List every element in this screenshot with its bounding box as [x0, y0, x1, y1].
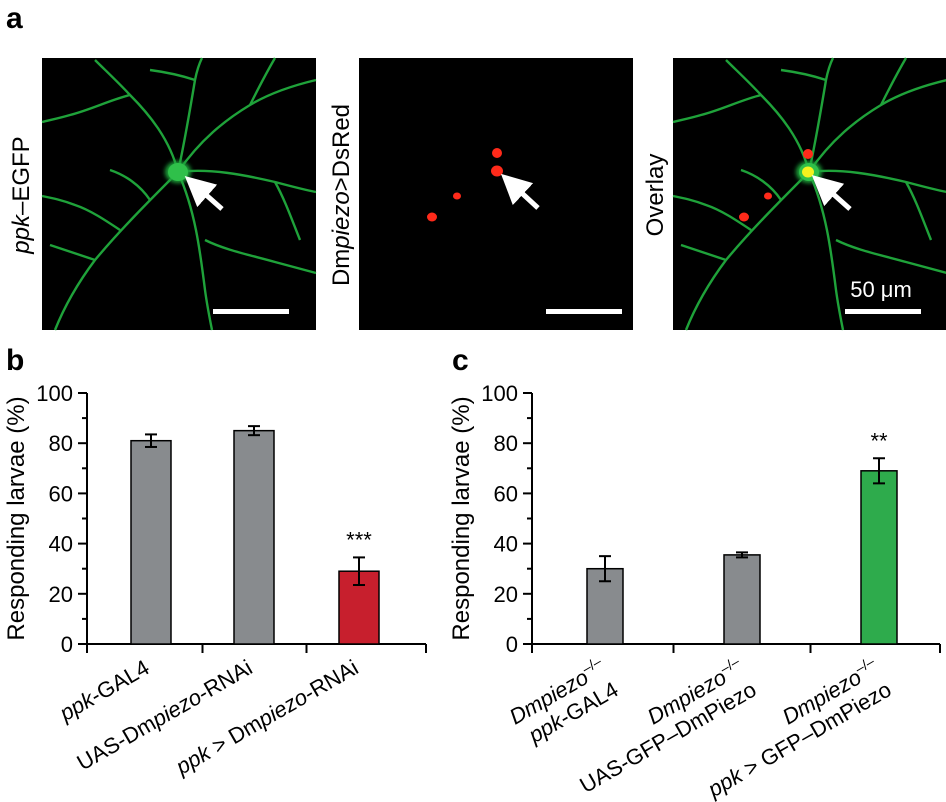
significance-label-2: *** — [346, 527, 372, 552]
y-tick-label: 0 — [61, 632, 73, 657]
bar-1 — [723, 554, 761, 645]
bar-2 — [338, 570, 380, 645]
y-axis-title: Responding larvae (%) — [448, 396, 475, 640]
image-label-2: Dmpiezo>DsRed — [328, 104, 355, 286]
bar-0 — [130, 439, 172, 645]
scale-bar — [546, 309, 622, 314]
image-dmpiezo-dsred — [359, 58, 633, 330]
panel-letter-c: c — [452, 344, 469, 377]
significance-label-2: ** — [870, 428, 888, 453]
arrow-icon — [500, 173, 540, 210]
dsred-dots — [427, 148, 503, 222]
y-tick-label: 20 — [49, 582, 73, 607]
panel-letter-a: a — [6, 2, 23, 35]
panel-letter-b: b — [6, 344, 24, 377]
neuron-dendrites — [672, 57, 946, 331]
y-tick-label: 60 — [494, 481, 518, 506]
y-tick-label: 100 — [36, 381, 73, 406]
y-tick-label: 80 — [494, 431, 518, 456]
image-overlay: 50 μm — [672, 57, 946, 331]
y-tick-label: 0 — [506, 632, 518, 657]
y-tick-label: 80 — [49, 431, 73, 456]
image-label-3: Overlay — [642, 154, 669, 237]
scale-bar — [213, 309, 289, 314]
scale-bar-label: 50 μm — [850, 277, 912, 302]
bar-1 — [233, 429, 275, 645]
y-tick-label: 40 — [49, 532, 73, 557]
neuron-dendrites — [41, 57, 317, 331]
scale-bar — [845, 309, 921, 314]
arrow-icon — [184, 176, 224, 211]
y-tick-label: 100 — [481, 381, 518, 406]
x-category-label-1: UAS-Dmpiezo-RNAi — [72, 655, 256, 776]
x-category-label-2: ppk > Dmpiezo-RNAi — [171, 655, 363, 780]
bar-2 — [860, 470, 898, 645]
y-tick-label: 60 — [49, 481, 73, 506]
arrow-icon — [811, 175, 852, 211]
image-ppk-egfp — [41, 57, 317, 331]
y-axis-title: Responding larvae (%) — [3, 396, 30, 640]
image-label-1: ppk–EGFP — [8, 136, 35, 254]
y-tick-label: 20 — [494, 582, 518, 607]
y-tick-label: 40 — [494, 532, 518, 557]
